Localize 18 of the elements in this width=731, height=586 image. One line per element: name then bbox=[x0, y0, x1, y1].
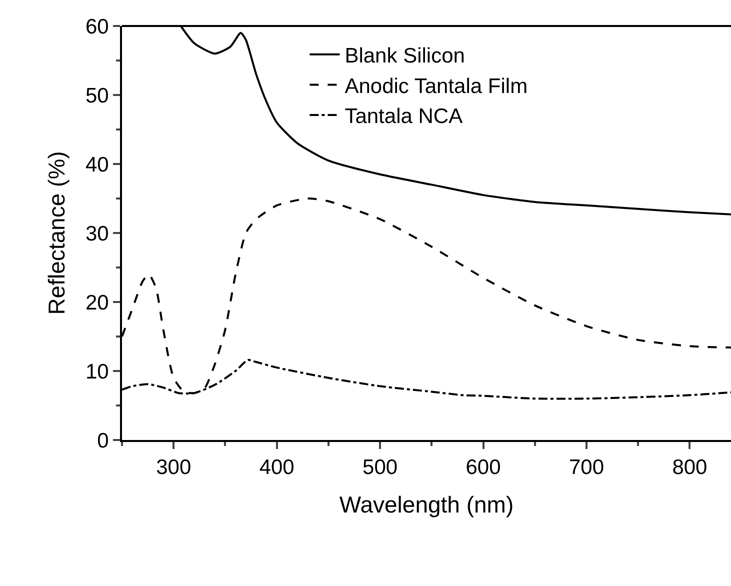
x-tick-label: 300 bbox=[156, 456, 192, 480]
legend-label: Anodic Tantala Film bbox=[344, 74, 528, 98]
y-tick-label: 10 bbox=[85, 360, 109, 384]
x-axis-title: Wavelength (nm) bbox=[339, 491, 514, 518]
x-tick-label: 500 bbox=[362, 456, 398, 480]
y-tick-label: 30 bbox=[85, 222, 109, 246]
y-tick-label: 50 bbox=[85, 84, 109, 108]
y-tick-label: 0 bbox=[97, 429, 109, 452]
x-tick-label: 800 bbox=[672, 456, 708, 480]
x-tick-label: 700 bbox=[568, 456, 604, 480]
y-axis-title: Reflectance (%) bbox=[43, 151, 70, 315]
y-tick-label: 20 bbox=[85, 291, 109, 314]
legend-label: Tantala NCA bbox=[344, 105, 463, 128]
y-tick-label: 60 bbox=[85, 15, 109, 38]
x-tick-label: 600 bbox=[466, 456, 501, 480]
y-tick-label: 40 bbox=[85, 153, 109, 176]
x-tick-label: 400 bbox=[259, 456, 294, 480]
legend-label: Blank Silicon bbox=[344, 44, 465, 68]
